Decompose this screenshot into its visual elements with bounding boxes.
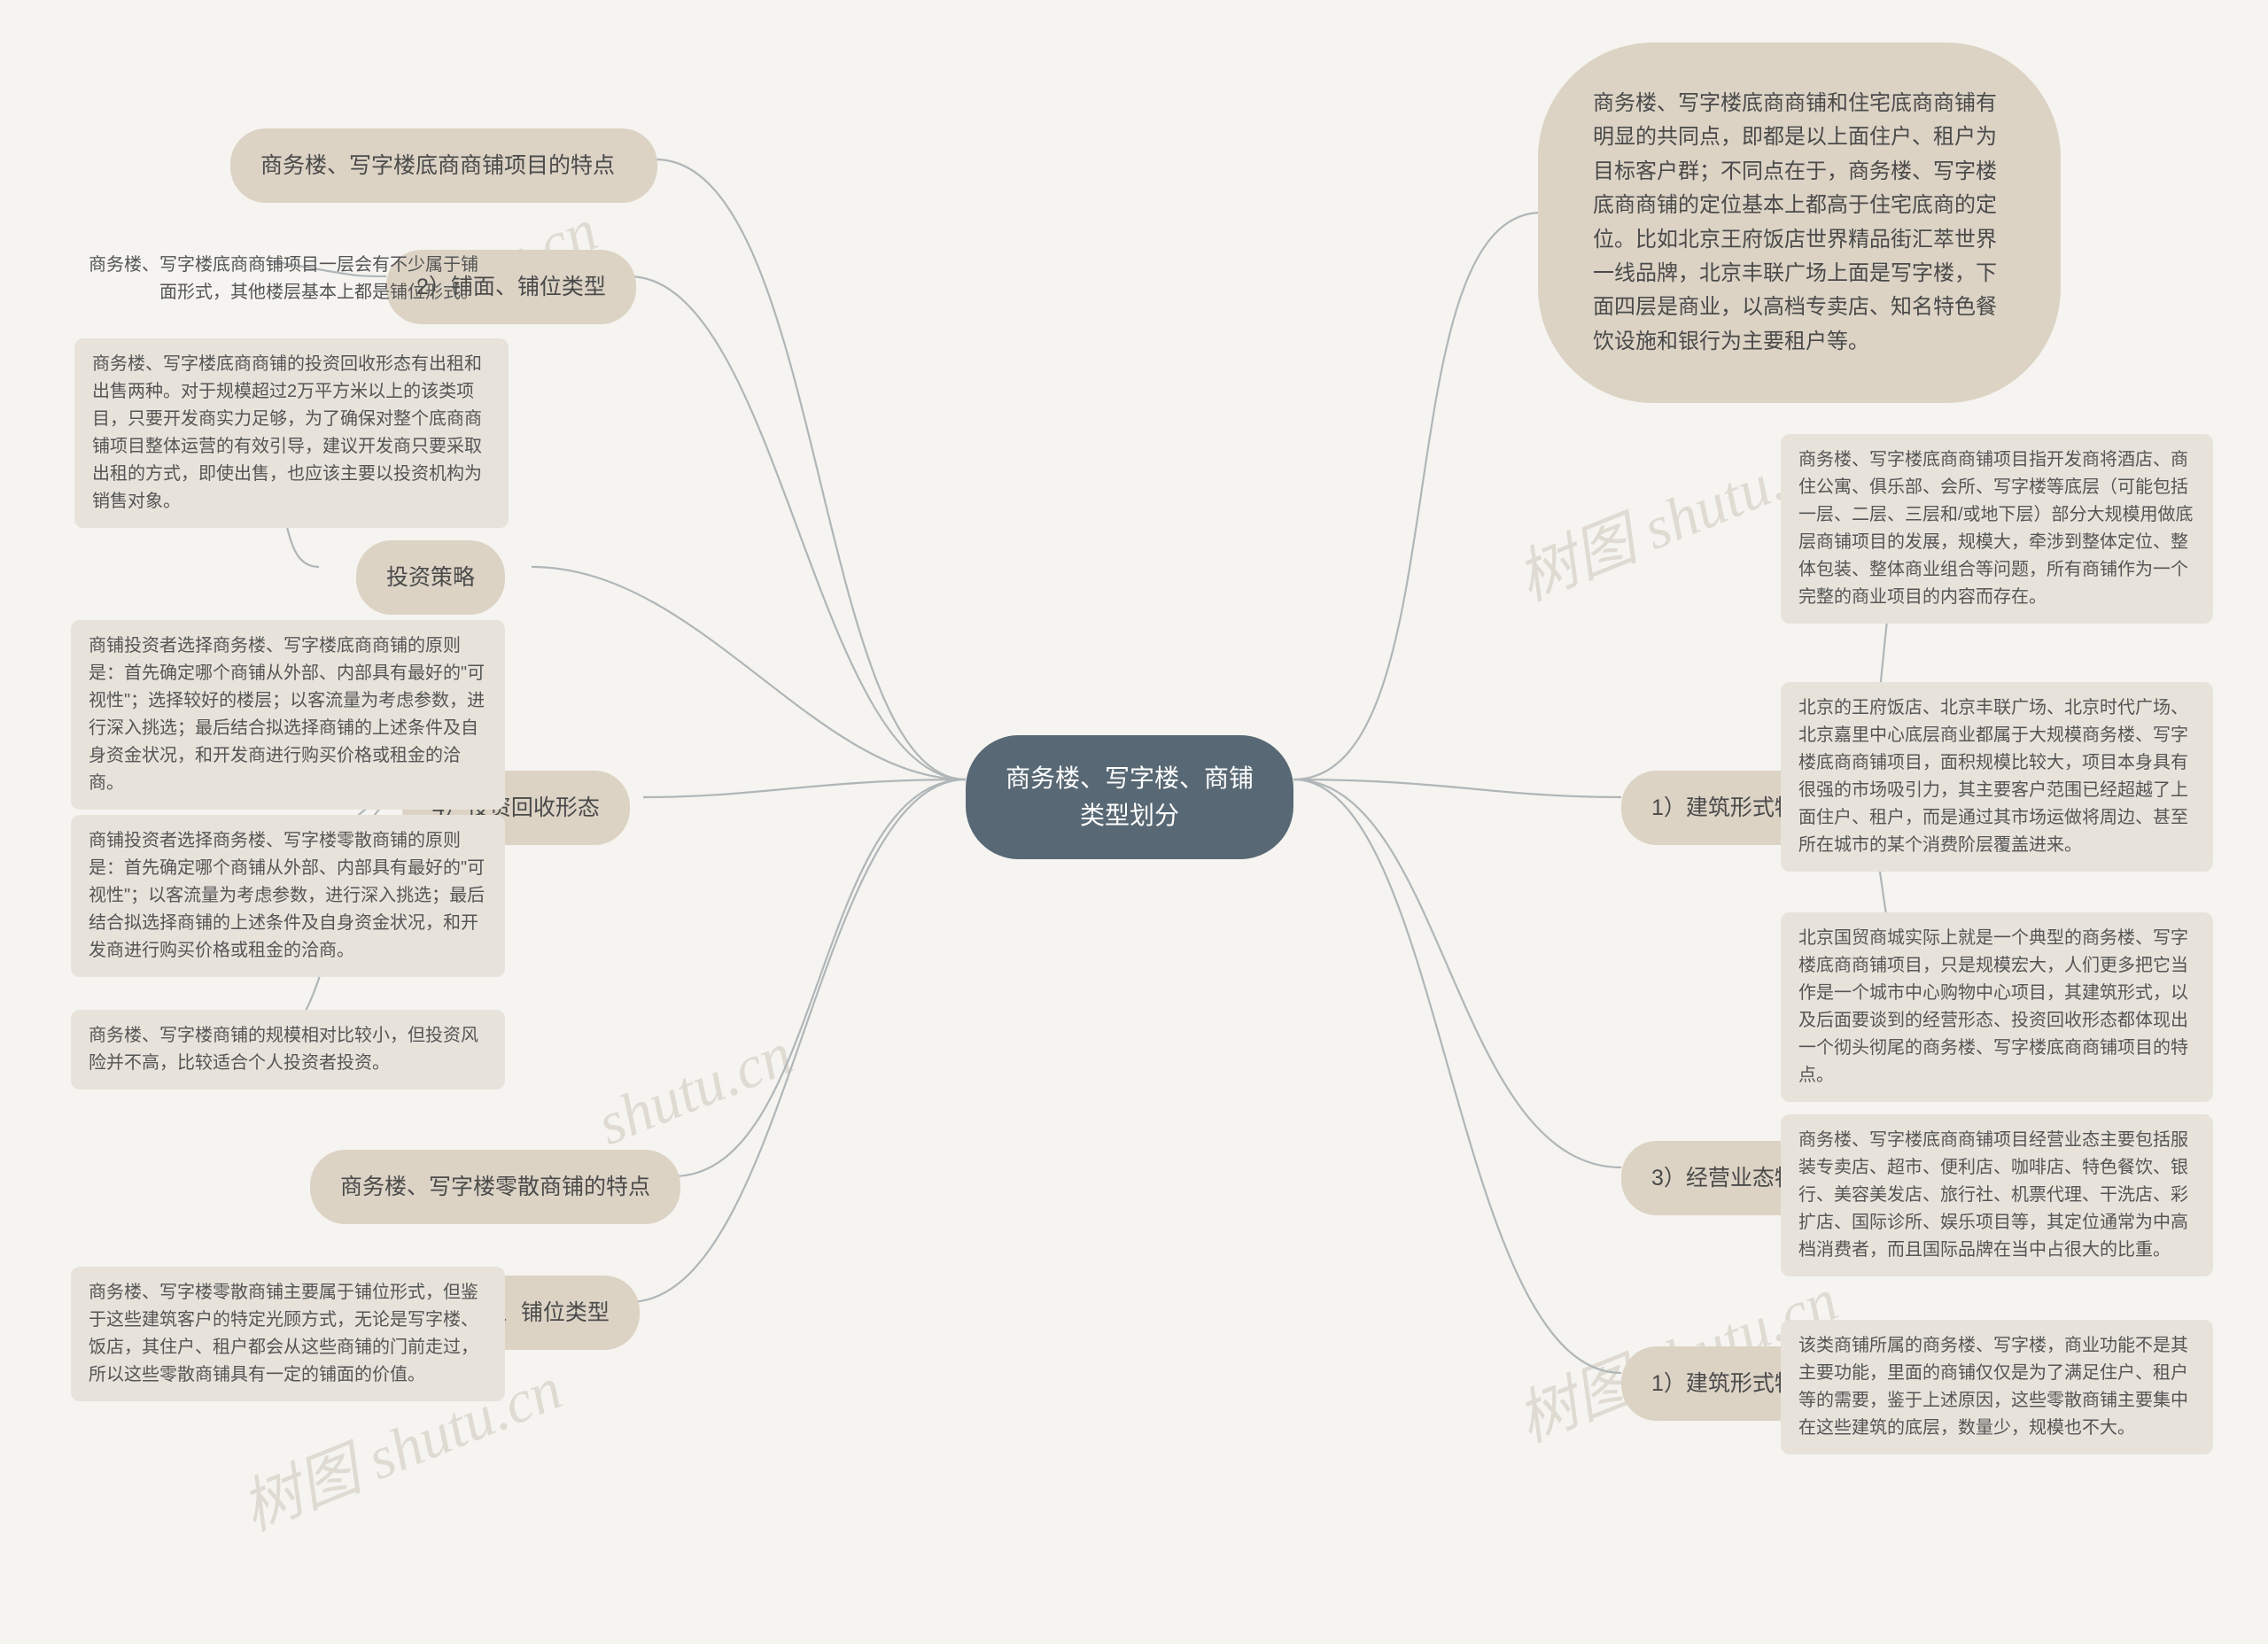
right-leaf: 北京国贸商城实际上就是一个典型的商务楼、写字楼底商商铺项目，只是规模宏大，人们更… xyxy=(1781,912,2213,1102)
right-leaf: 商务楼、写字楼底商商铺项目经营业态主要包括服装专卖店、超市、便利店、咖啡店、特色… xyxy=(1781,1114,2213,1276)
left-topic-project-features: 商务楼、写字楼底商商铺项目的特点 xyxy=(230,128,657,203)
left-leaf: 商务楼、写字楼底商商铺项目一层会有不少属于铺面形式，其他楼层基本上都是铺位形式。 xyxy=(71,239,496,319)
left-topic-scattered: 商务楼、写字楼零散商铺的特点 xyxy=(310,1150,680,1224)
right-leaf: 该类商铺所属的商务楼、写字楼，商业功能不是其主要功能，里面的商铺仅仅是为了满足住… xyxy=(1781,1320,2213,1454)
left-leaf: 商务楼、写字楼底商商铺的投资回收形态有出租和出售两种。对于规模超过2万平方米以上… xyxy=(74,338,509,528)
left-topic-strategy: 投资策略 xyxy=(356,540,505,615)
right-intro-block: 商务楼、写字楼底商商铺和住宅底商商铺有明显的共同点，即都是以上面住户、租户为目标… xyxy=(1538,43,2061,403)
left-leaf: 商务楼、写字楼零散商铺主要属于铺位形式，但鉴于这些建筑客户的特定光顾方式，无论是… xyxy=(71,1267,505,1401)
center-topic: 商务楼、写字楼、商铺类型划分 xyxy=(966,735,1293,859)
right-leaf: 商务楼、写字楼底商商铺项目指开发商将酒店、商住公寓、俱乐部、会所、写字楼等底层（… xyxy=(1781,434,2213,624)
left-leaf: 商铺投资者选择商务楼、写字楼零散商铺的原则是：首先确定哪个商铺从外部、内部具有最… xyxy=(71,815,505,977)
right-leaf: 北京的王府饭店、北京丰联广场、北京时代广场、北京嘉里中心底层商业都属于大规模商务… xyxy=(1781,682,2213,872)
left-leaf: 商铺投资者选择商务楼、写字楼底商商铺的原则是：首先确定哪个商铺从外部、内部具有最… xyxy=(71,620,505,810)
left-leaf: 商务楼、写字楼商铺的规模相对比较小，但投资风险并不高，比较适合个人投资者投资。 xyxy=(71,1010,505,1090)
watermark: shutu.cn xyxy=(588,1019,802,1159)
